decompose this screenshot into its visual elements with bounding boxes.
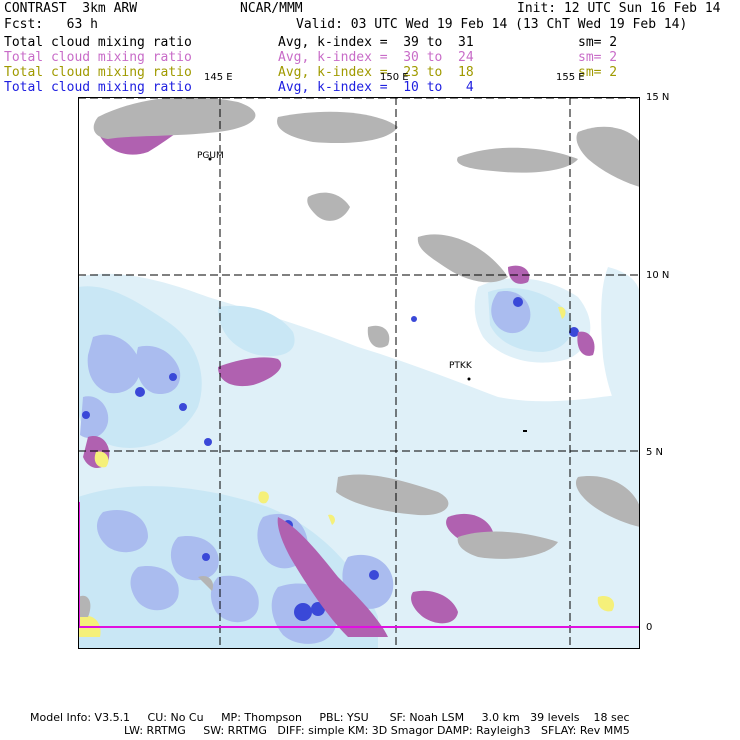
station-ptkk-label: PTKK xyxy=(449,361,472,371)
valid-time: Valid: 03 UTC Wed 19 Feb 14 (13 ChT Wed … xyxy=(296,17,688,32)
station-pgum-marker xyxy=(208,157,212,161)
org-label: NCAR/MMM xyxy=(240,1,303,16)
lat-label-0: 0 xyxy=(646,622,653,633)
field-2-name: Total cloud mixing ratio xyxy=(4,50,192,65)
field-1-sm: sm= 2 xyxy=(578,35,618,50)
lat-label-15n: 15 N xyxy=(646,92,670,103)
station-pgum-label: PGUM xyxy=(197,151,224,161)
cloud-map xyxy=(78,97,640,649)
island-marker xyxy=(523,430,527,432)
field-1-avg: Avg, k-index = 39 to 31 xyxy=(278,35,474,50)
field-3-name: Total cloud mixing ratio xyxy=(4,65,192,80)
lat-label-5n: 5 N xyxy=(646,447,664,458)
field-2-avg: Avg, k-index = 30 to 24 xyxy=(278,50,474,65)
model-title: CONTRAST 3km ARW xyxy=(4,1,138,16)
cloud-field-gray xyxy=(78,97,640,617)
station-ptkk-marker xyxy=(467,377,471,381)
field-2-sm: sm= 2 xyxy=(578,50,618,65)
field-4-avg: Avg, k-index = 10 to 4 xyxy=(278,80,474,95)
lat-label-10n: 10 N xyxy=(646,270,670,281)
field-3-sm: sm= 2 xyxy=(578,65,618,80)
lon-label-150: 150 E xyxy=(380,72,409,83)
field-4-name: Total cloud mixing ratio xyxy=(4,80,192,95)
field-3-avg: Avg, k-index = 23 to 18 xyxy=(278,65,474,80)
lon-label-145: 145 E xyxy=(204,72,233,83)
model-info-line-2: LW: RRTMG SW: RRTMG DIFF: simple KM: 3D … xyxy=(124,724,630,737)
init-time: Init: 12 UTC Sun 16 Feb 14 xyxy=(517,1,721,16)
model-info-line-1: Model Info: V3.5.1 CU: No Cu MP: Thompso… xyxy=(30,711,630,724)
field-1-name: Total cloud mixing ratio xyxy=(4,35,192,50)
forecast-hour: Fcst: 63 h xyxy=(4,17,98,32)
lon-label-155: 155 E xyxy=(556,72,585,83)
